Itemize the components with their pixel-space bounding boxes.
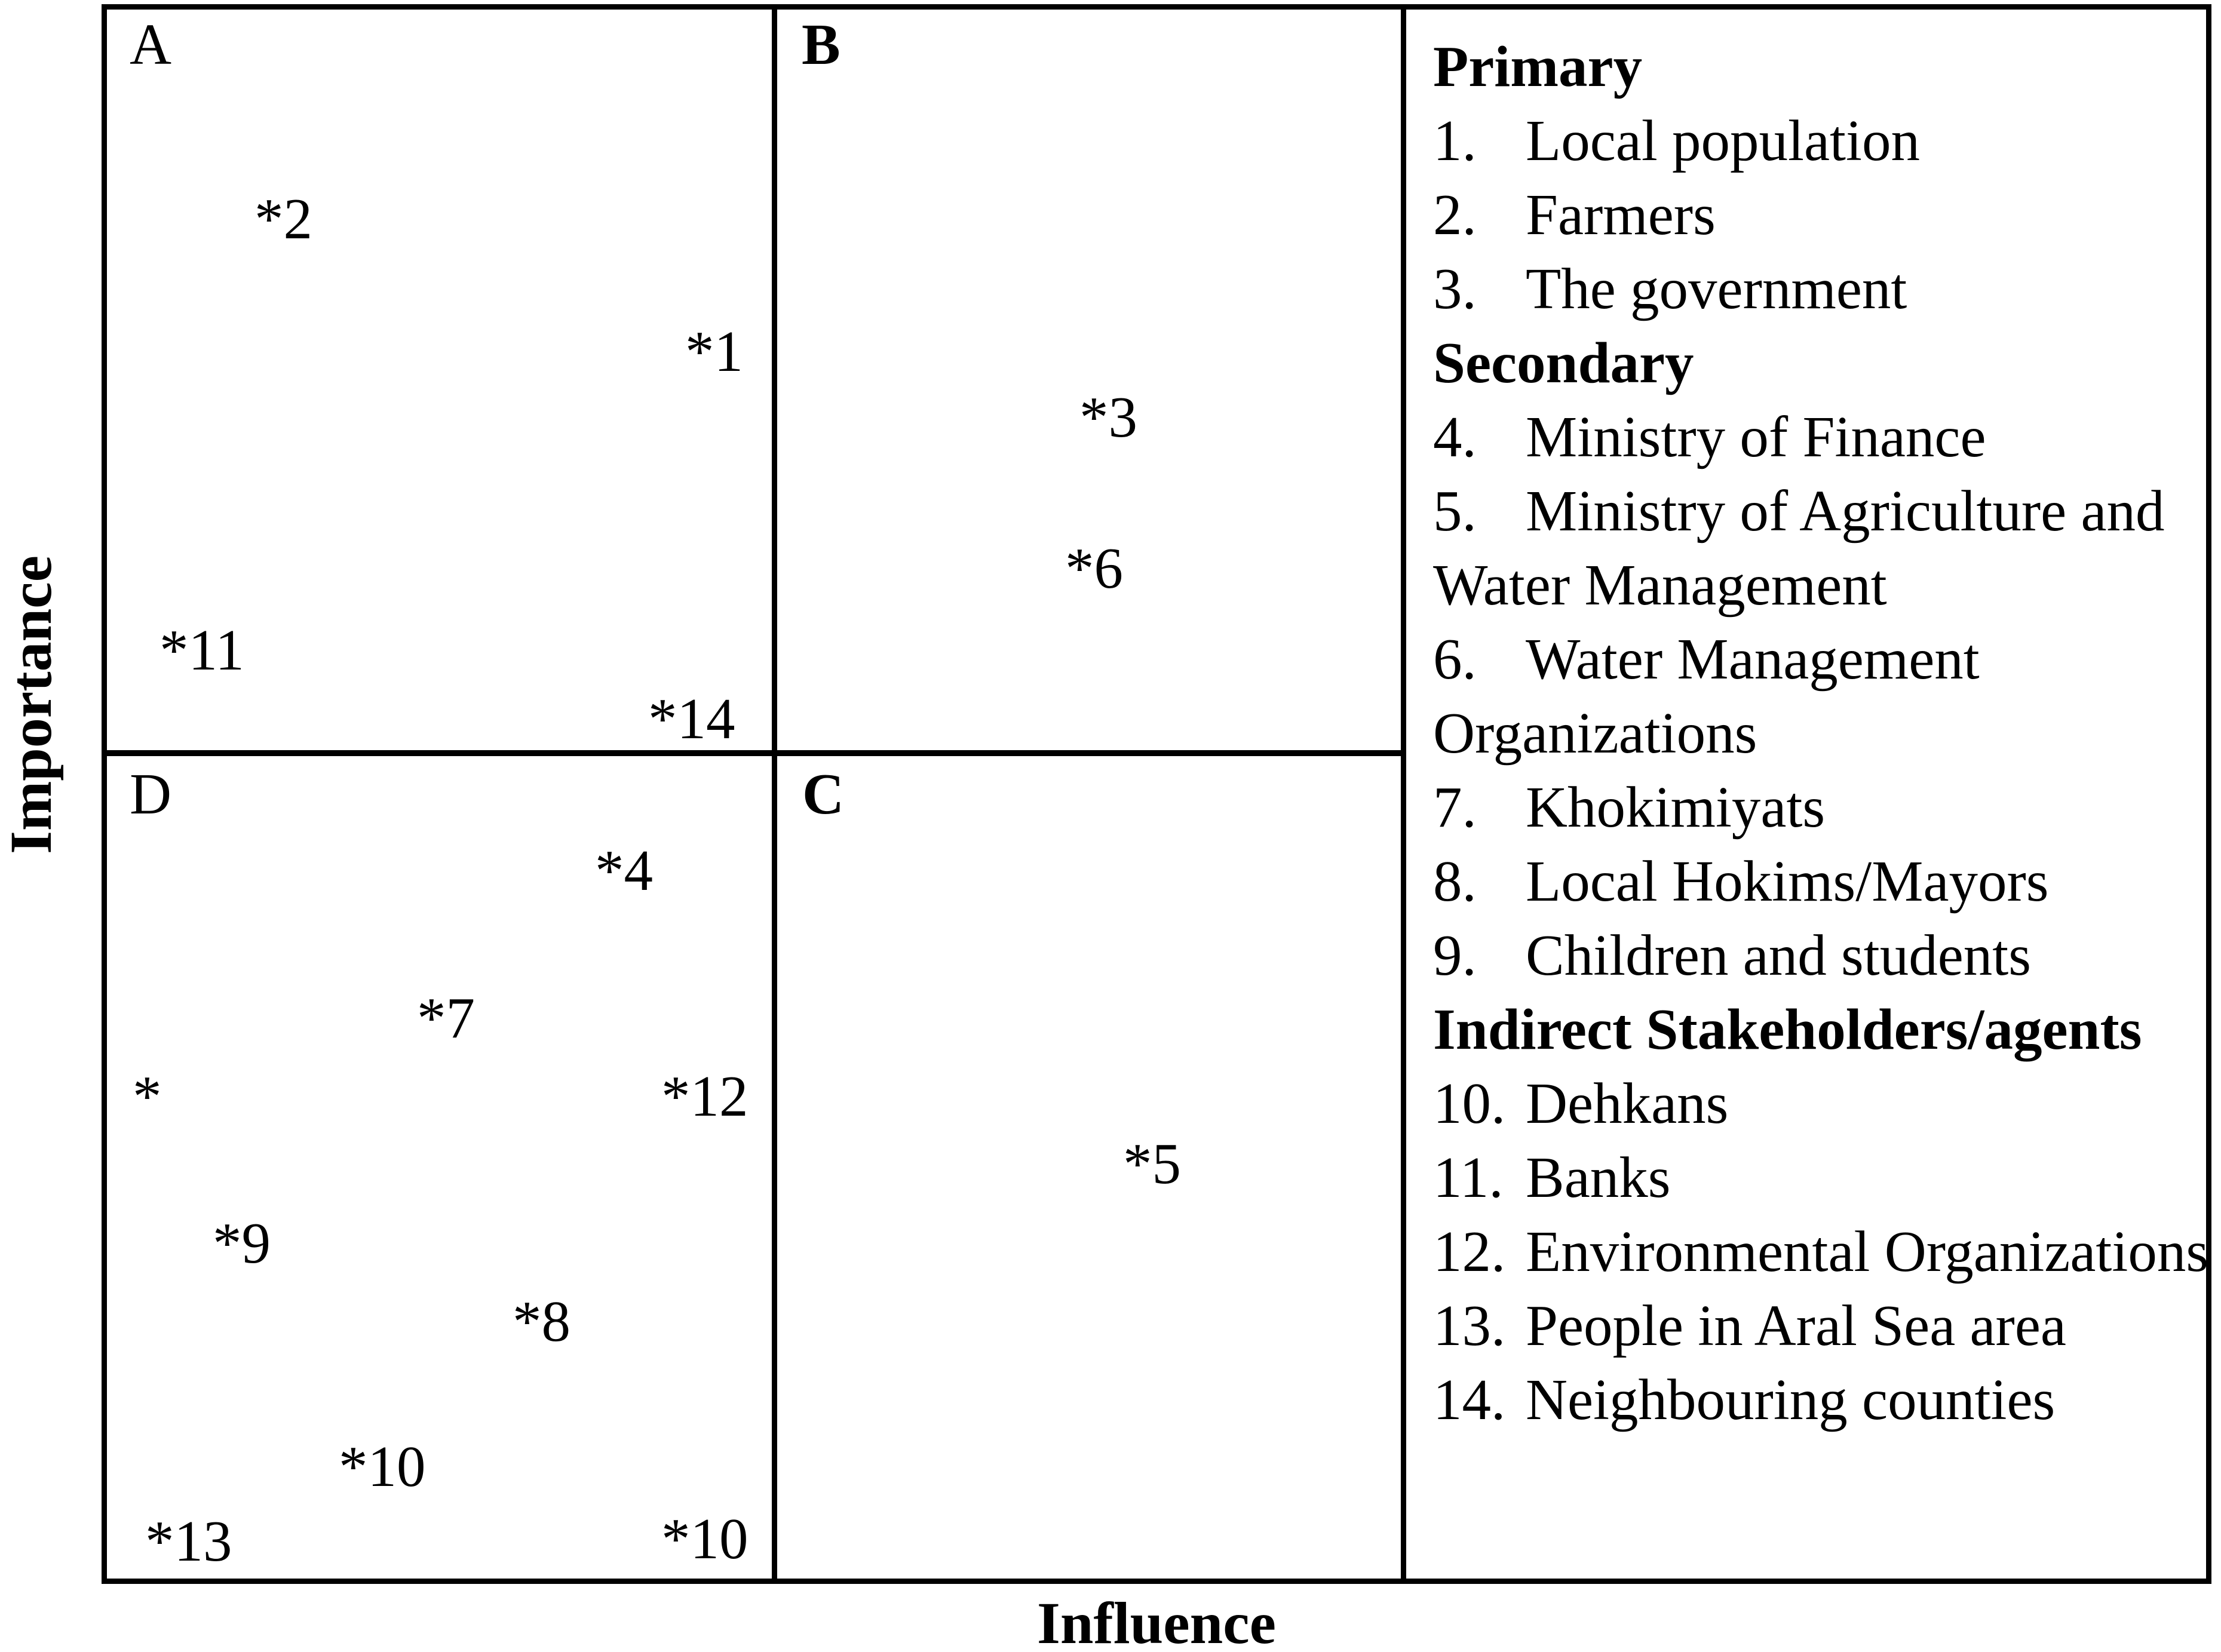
y-axis-label: Importance [0, 555, 64, 854]
quadrant-letter-a: A [130, 13, 172, 76]
legend-item-text: Local population [1526, 109, 1920, 173]
legend-item-text: Ministry of Finance [1526, 405, 1986, 469]
point-label-2: *2 [254, 187, 312, 251]
legend-item-11: 11. Banks [1433, 1141, 2216, 1215]
legend-item-number: 8. [1433, 849, 1477, 913]
legend-item-number: 3. [1433, 257, 1477, 321]
point-label-12: *12 [661, 1064, 748, 1128]
quadrant-vertical-divider [772, 4, 777, 1584]
legend-item-number: 9. [1433, 923, 1477, 987]
legend-item-12: 12. Environmental Organizations [1433, 1215, 2216, 1289]
legend-section-header-0: Primary [1433, 35, 1643, 99]
legend-item-text: Local Hokims/Mayors [1526, 849, 2049, 913]
legend-item-number: 1. [1433, 109, 1477, 173]
legend-item-2: 2. Farmers [1433, 178, 2216, 252]
legend-item-5-cont-1: Water Management [1433, 553, 1887, 617]
point-label-6: *6 [1065, 536, 1123, 600]
point-label-10: *10 [339, 1435, 426, 1499]
legend-item-text: Farmers [1526, 183, 1716, 247]
legend-item-text: Dehkans [1526, 1071, 1729, 1135]
legend-item-7: 7. Khokimiyats [1433, 770, 2216, 845]
quadrant-letter-b: B [802, 13, 840, 76]
legend-item-number: 5. [1433, 479, 1477, 543]
legend-item-text: The government [1526, 257, 1907, 321]
point-label-5: *5 [1123, 1132, 1181, 1196]
point-label-1: *1 [685, 320, 743, 383]
legend-item-6: 6. Water Management [1433, 622, 2216, 696]
point-label-8: *8 [513, 1289, 570, 1353]
legend-item-9: 9. Children and students [1433, 919, 2216, 993]
x-axis-label: Influence [1037, 1590, 1276, 1652]
point-label-asterisk: * [133, 1064, 162, 1128]
legend-item-number: 11. [1433, 1146, 1504, 1209]
point-label-10b: *10 [661, 1507, 748, 1571]
legend-item-3: 3. The government [1433, 252, 2216, 326]
legend-item-number: 14. [1433, 1368, 1506, 1432]
legend-item-8: 8. Local Hokims/Mayors [1433, 845, 2216, 919]
point-label-7: *7 [417, 986, 475, 1050]
legend-item-text: Neighbouring counties [1526, 1368, 2056, 1432]
quadrant-letter-d: D [130, 762, 172, 826]
legend-item-6-cont-1: Organizations [1433, 701, 1757, 765]
legend-item-number: 4. [1433, 405, 1477, 469]
point-label-14: *14 [648, 687, 735, 751]
legend-item-1: 1. Local population [1433, 104, 2216, 178]
legend-item-number: 13. [1433, 1294, 1506, 1358]
legend-item-5: 5. Ministry of Agriculture and [1433, 474, 2216, 548]
legend-item-number: 10. [1433, 1071, 1506, 1135]
legend-item-text: Khokimiyats [1526, 775, 1826, 839]
point-label-11: *11 [159, 618, 244, 682]
matrix-outer-border [102, 4, 2211, 1584]
legend-item-4: 4. Ministry of Finance [1433, 400, 2216, 474]
legend-item-10: 10. Dehkans [1433, 1067, 2216, 1141]
legend-panel: Primary 1. Local population 2. Farmers 3. The … [1433, 30, 2216, 1437]
legend-item-text: People in Aral Sea area [1526, 1294, 2066, 1358]
legend-item-13: 13. People in Aral Sea area [1433, 1289, 2216, 1363]
legend-item-text: Banks [1526, 1146, 1671, 1209]
legend-item-text: Water Management [1526, 627, 1980, 691]
point-label-3: *3 [1079, 385, 1137, 449]
quadrant-horizontal-divider [102, 750, 1406, 756]
legend-item-text: Environmental Organizations [1526, 1220, 2209, 1283]
legend-item-number: 12. [1433, 1220, 1506, 1283]
legend-item-number: 7. [1433, 775, 1477, 839]
legend-item-14: 14. Neighbouring counties [1433, 1363, 2216, 1437]
legend-item-text: Ministry of Agriculture and [1526, 479, 2165, 543]
legend-item-number: 2. [1433, 183, 1477, 247]
legend-item-number: 6. [1433, 627, 1477, 691]
point-label-13: *13 [145, 1509, 232, 1573]
legend-section-header-2: Indirect Stakeholders/agents [1433, 997, 2142, 1061]
point-label-4: *4 [595, 839, 653, 902]
legend-section-header-1: Secondary [1433, 331, 1694, 395]
quadrant-letter-c: C [802, 762, 845, 826]
legend-item-text: Children and students [1526, 923, 2031, 987]
point-label-9: *9 [213, 1211, 271, 1275]
legend-divider-line [1401, 4, 1406, 1584]
